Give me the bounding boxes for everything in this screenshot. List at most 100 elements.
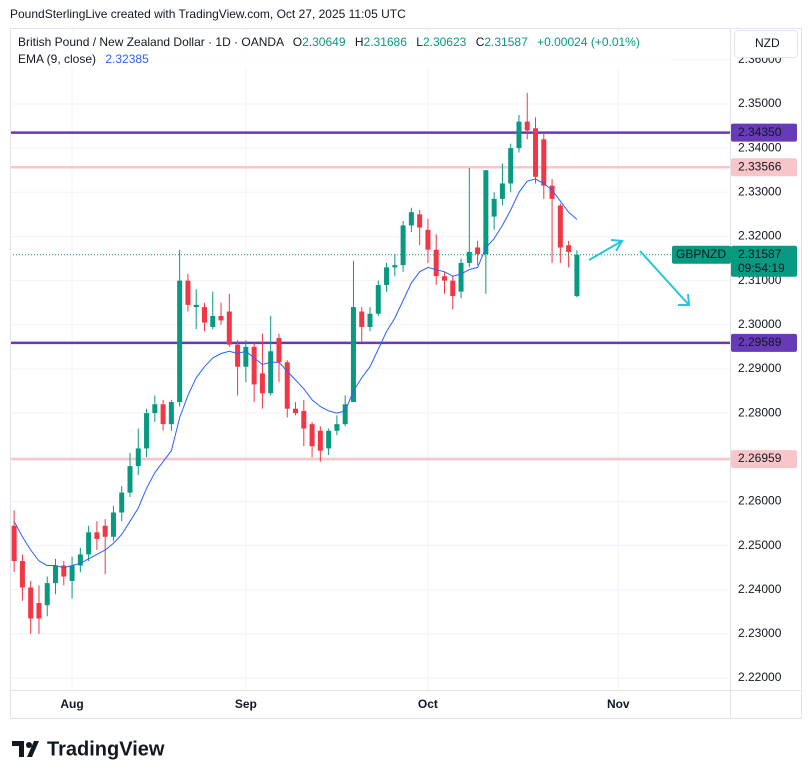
candle-body <box>61 565 67 577</box>
candle-body <box>152 404 158 414</box>
x-tick-label: Sep <box>235 697 257 711</box>
candle-body <box>433 249 439 277</box>
change: +0.00024 (+0.01%) <box>537 35 640 49</box>
y-tick-label: 2.22000 <box>738 670 782 684</box>
ohlc-key: L <box>416 35 423 49</box>
candle-body <box>425 229 431 250</box>
candle-body <box>44 583 50 606</box>
candle-body <box>226 311 232 345</box>
candle-body <box>210 315 216 327</box>
candle-body <box>301 410 307 429</box>
candle-body <box>218 315 224 321</box>
y-tick-label: 2.32000 <box>738 229 782 243</box>
candle-body <box>375 285 381 314</box>
candle-body <box>317 430 323 451</box>
symbol-title: British Pound / New Zealand Dollar · 1D … <box>18 35 284 49</box>
candle-body <box>94 532 100 539</box>
y-tick-label: 2.35000 <box>738 96 782 110</box>
ohlc-key: H <box>355 35 364 49</box>
ohlc-value: 2.31686 <box>364 35 408 49</box>
candle-body <box>293 408 299 414</box>
candle-body <box>384 267 390 286</box>
candle-body <box>557 205 563 248</box>
candle-body <box>69 565 75 581</box>
y-tick-label: 2.33000 <box>738 184 782 198</box>
candle-body <box>524 121 530 131</box>
candle-body <box>110 512 116 537</box>
candle-body <box>268 351 274 394</box>
candle-body <box>549 185 555 199</box>
candle-body <box>483 170 489 255</box>
x-tick-label: Aug <box>60 697 83 711</box>
logo-mark <box>12 741 39 757</box>
candle-body <box>53 565 59 584</box>
indicator-value: 2.32385 <box>105 52 149 66</box>
candle-body <box>499 183 505 199</box>
plot-content <box>10 92 730 634</box>
candle-body <box>475 247 481 255</box>
candle-body <box>441 276 447 281</box>
candle-body <box>77 554 83 566</box>
candle-body <box>309 424 315 447</box>
last-price-label: 2.31587 <box>738 247 782 261</box>
candle-body <box>276 338 282 363</box>
candle-body <box>417 214 423 228</box>
logo: TradingView <box>12 738 165 760</box>
candle-body <box>400 225 406 266</box>
candle-body <box>243 346 249 367</box>
currency[interactable]: NZD <box>755 36 780 50</box>
candle-body <box>160 404 166 425</box>
level-label: 2.34350 <box>738 125 782 139</box>
candle-body <box>168 402 174 425</box>
header: British Pound / New Zealand Dollar · 1D … <box>12 32 672 68</box>
ema-line <box>13 178 578 569</box>
indicator-legend: EMA (9, close) 2.32385 <box>18 52 149 66</box>
arrow-down <box>639 250 691 306</box>
candle-body <box>36 602 42 619</box>
y-tick-label: 2.34000 <box>738 140 782 154</box>
candle-body <box>392 265 398 268</box>
y-tick-label: 2.23000 <box>738 626 782 640</box>
candle-body <box>574 254 580 297</box>
level-label-bg <box>731 333 797 352</box>
candle-body <box>127 466 133 493</box>
header-bg <box>12 32 672 68</box>
logo-text: TradingView <box>47 738 165 760</box>
ohlc-key: C <box>476 35 485 49</box>
y-tick-label: 2.24000 <box>738 582 782 596</box>
logo-dot <box>26 742 32 748</box>
candle-body <box>259 373 265 394</box>
candle-body <box>177 280 183 403</box>
candle-body <box>491 198 497 217</box>
arrow-up <box>588 239 624 261</box>
y-tick-label: 2.29000 <box>738 361 782 375</box>
y-tick-label: 2.25000 <box>738 538 782 552</box>
y-tick-label: 2.26000 <box>738 494 782 508</box>
candle-body <box>458 262 464 292</box>
level-label: 2.29589 <box>738 335 782 349</box>
candle-body <box>359 311 365 327</box>
candle-body <box>102 525 108 537</box>
level-label: 2.26959 <box>738 451 782 465</box>
candle-body <box>533 128 539 177</box>
y-tick-label: 2.28000 <box>738 405 782 419</box>
ohlc-value: 2.31587 <box>484 35 528 49</box>
candle-body <box>135 448 141 467</box>
candle-body <box>566 245 572 252</box>
candle-body <box>119 492 125 513</box>
candle-body <box>342 404 348 425</box>
symbol-tag-bg <box>672 245 731 264</box>
candle-body <box>450 280 456 297</box>
currency-button[interactable] <box>734 30 798 58</box>
ohlc-value: 2.30623 <box>423 35 467 49</box>
candle-body <box>284 362 290 409</box>
level-label-bg <box>731 450 797 469</box>
last-price-bg <box>731 245 797 277</box>
level-label: 2.33566 <box>738 159 782 173</box>
candle-body <box>408 212 414 226</box>
ohlc-key: O <box>293 35 302 49</box>
x-tick-label: Oct <box>418 697 438 711</box>
candle-body <box>334 424 340 431</box>
